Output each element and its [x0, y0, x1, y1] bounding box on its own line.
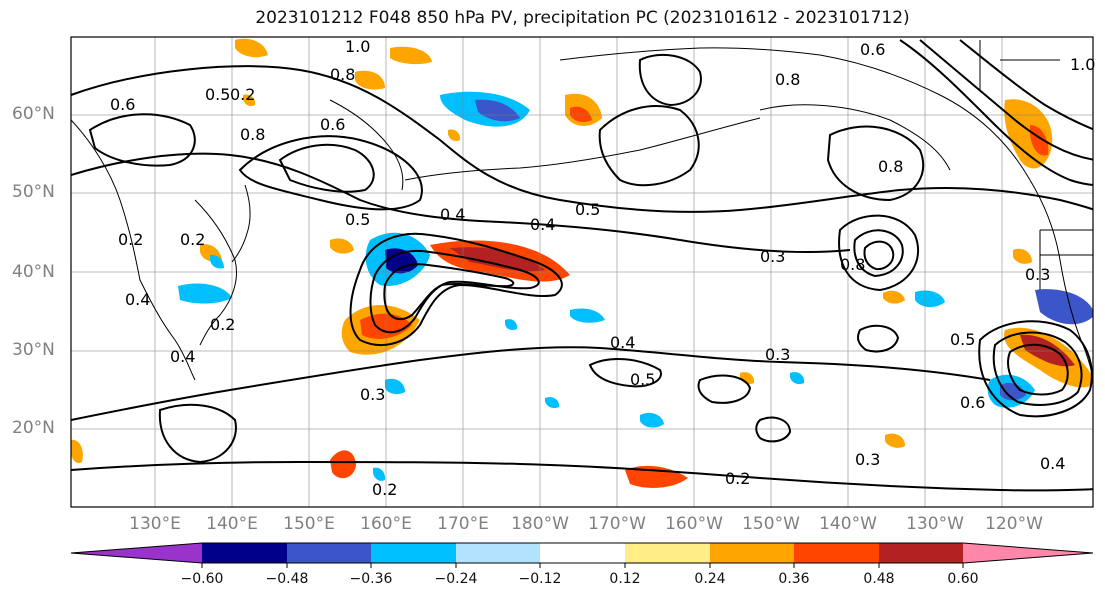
precip-shading [71, 38, 1093, 488]
colorbar-segment [540, 543, 625, 563]
lon-tick-130e: 130°E [129, 514, 181, 534]
colorbar-tick-1: −0.60 [180, 571, 224, 587]
contour-label: 0.3 [1025, 265, 1050, 284]
colorbar-tick-10: 0.60 [947, 571, 979, 587]
lon-tick-140e: 140°E [206, 514, 258, 534]
contour-label: 0.4 [1040, 454, 1065, 473]
lat-tick-60: 60°N [12, 104, 55, 124]
lat-tick-40: 40°N [12, 262, 55, 282]
lon-tick-160e: 160°E [360, 514, 412, 534]
contour-label: 0.8 [330, 65, 355, 84]
contour-label: 0.4 [170, 347, 195, 366]
contour-label: 0.2 [230, 85, 255, 104]
lon-tick-120w: 120°W [985, 514, 1043, 534]
colorbar-segment [456, 543, 540, 563]
colorbar-segment [794, 543, 879, 563]
contour-label: 0.5 [205, 85, 230, 104]
lon-tick-150w: 150°W [742, 514, 800, 534]
contour-label: 0.8 [775, 70, 800, 89]
contour-label: 0.6 [320, 115, 345, 134]
colorbar-tick-3: −0.36 [349, 571, 393, 587]
colorbar-segment [879, 543, 963, 563]
colorbar-segment [287, 543, 371, 563]
colorbar-tick-2: −0.48 [265, 571, 309, 587]
contour-label: 0.6 [960, 393, 985, 412]
colorbar [70, 542, 1094, 568]
contour-label: 0.5 [630, 370, 655, 389]
colorbar-tick-7: 0.24 [694, 571, 726, 587]
contour-label: 0.4 [125, 290, 150, 309]
colorbar-segment [202, 543, 287, 563]
lon-tick-130w: 130°W [906, 514, 964, 534]
lon-tick-180w: 180°W [511, 514, 569, 534]
contour-label: 1.0 [345, 37, 370, 56]
colorbar-segment [71, 543, 202, 563]
contour-label: 0.4 [530, 215, 555, 234]
colorbar-segment [625, 543, 710, 563]
colorbar-segment [371, 543, 456, 563]
contour-label: 0.8 [240, 125, 265, 144]
contour-label: 0.2 [725, 469, 750, 488]
colorbar-tick-4: −0.24 [434, 571, 478, 587]
lat-tick-20: 20°N [12, 418, 55, 438]
contour-label: 0.5 [950, 330, 975, 349]
contour-label: 0.2 [210, 315, 235, 334]
lat-tick-50: 50°N [12, 182, 55, 202]
coastlines [71, 40, 1093, 381]
contour-label: 0.3 [760, 247, 785, 266]
graticule [71, 37, 1093, 507]
colorbar-segment [710, 543, 794, 563]
lon-tick-170w: 170°W [588, 514, 646, 534]
contour-label: 0.8 [840, 255, 865, 274]
contour-label: 1.0 [1070, 55, 1095, 74]
contour-label: 0.2 [180, 230, 205, 249]
lat-tick-30: 30°N [12, 340, 55, 360]
lon-tick-150e: 150°E [283, 514, 335, 534]
contour-label: 0.4 [440, 205, 465, 224]
contour-label: 0.4 [610, 333, 635, 352]
contour-label: 0.5 [575, 200, 600, 219]
lon-tick-160w: 160°W [665, 514, 723, 534]
colorbar-tick-6: 0.12 [609, 571, 641, 587]
contour-label: 0.3 [855, 450, 880, 469]
map-title: 2023101212 F048 850 hPa PV, precipitatio… [255, 8, 910, 28]
contour-labels: 1.00.80.60.50.80.60.40.50.20.40.30.50.40… [110, 37, 1095, 499]
contour-label: 0.3 [360, 385, 385, 404]
colorbar-tick-9: 0.48 [863, 571, 895, 587]
lon-tick-170e: 170°E [437, 514, 489, 534]
contour-label: 0.8 [878, 157, 903, 176]
colorbar-segment [963, 543, 1093, 563]
contour-label: 0.2 [372, 480, 397, 499]
contour-label: 0.6 [860, 40, 885, 59]
lon-tick-140w: 140°W [819, 514, 877, 534]
contour-label: 0.5 [345, 210, 370, 229]
contour-label: 0.3 [765, 345, 790, 364]
contour-label: 0.6 [110, 95, 135, 114]
colorbar-tick-8: 0.36 [778, 571, 810, 587]
pv-contours [71, 39, 1093, 492]
contour-label: 0.2 [118, 230, 143, 249]
colorbar-tick-5: −0.12 [518, 571, 562, 587]
